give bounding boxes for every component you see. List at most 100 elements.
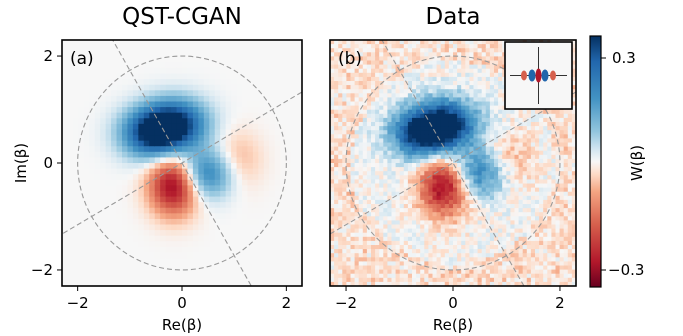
heatmap-cell — [481, 220, 487, 226]
heatmap-cell — [354, 273, 360, 279]
heatmap-cell — [473, 187, 479, 193]
heatmap-cell — [350, 109, 356, 115]
heatmap-cell — [209, 174, 216, 181]
heatmap-cell — [453, 216, 458, 221]
heatmap-cell — [252, 51, 259, 58]
heatmap-cell — [296, 67, 302, 75]
heatmap-cell — [220, 224, 227, 231]
heatmap-cell — [182, 269, 189, 276]
heatmap-cell — [518, 265, 524, 271]
heatmap-cell — [252, 218, 259, 226]
heatmap-cell — [387, 158, 393, 164]
heatmap-cell — [225, 263, 232, 270]
heatmap-cell — [518, 167, 524, 172]
heatmap-cell — [231, 174, 238, 181]
heatmap-cell — [465, 113, 470, 119]
heatmap-cell — [242, 252, 249, 259]
heatmap-cell — [391, 269, 397, 275]
heatmap-cell — [407, 195, 413, 201]
heatmap-cell — [247, 230, 254, 237]
heatmap-cell — [220, 163, 227, 170]
heatmap-cell — [448, 101, 454, 107]
heatmap-cell — [461, 89, 466, 94]
heatmap-cell — [362, 89, 368, 94]
heatmap-cell — [358, 60, 364, 66]
heatmap-cell — [236, 196, 243, 203]
heatmap-cell — [285, 51, 292, 58]
heatmap-cell — [62, 230, 69, 237]
heatmap-cell — [412, 199, 417, 205]
heatmap-cell — [176, 129, 183, 136]
heatmap-cell — [176, 56, 183, 63]
heatmap-cell — [291, 95, 298, 103]
heatmap-cell — [231, 107, 238, 114]
heatmap-cell — [387, 273, 393, 279]
heatmap-cell — [346, 158, 352, 164]
heatmap-cell — [198, 168, 205, 175]
heatmap-cell — [350, 249, 356, 254]
heatmap-cell — [407, 204, 413, 209]
heatmap-cell — [203, 45, 210, 52]
heatmap-cell — [89, 246, 96, 254]
heatmap-cell — [375, 277, 380, 283]
heatmap-cell — [494, 228, 499, 234]
heatmap-cell — [203, 246, 210, 254]
heatmap-cell — [375, 44, 380, 49]
heatmap-cell — [535, 126, 540, 131]
heatmap-cell — [122, 202, 129, 209]
heatmap-cell — [457, 261, 462, 267]
heatmap-cell — [366, 68, 372, 74]
heatmap-cell — [358, 175, 364, 180]
heatmap-cell — [149, 157, 156, 164]
heatmap-cell — [274, 112, 281, 119]
heatmap-cell — [67, 274, 74, 282]
heatmap-cell — [403, 281, 409, 286]
heatmap-cell — [274, 140, 281, 147]
heatmap-cell — [83, 118, 90, 125]
heatmap-cell — [461, 105, 466, 111]
heatmap-cell — [362, 56, 368, 62]
heatmap-cell — [100, 90, 107, 97]
heatmap-cell — [530, 216, 536, 221]
heatmap-cell — [530, 240, 536, 246]
heatmap-cell — [358, 150, 364, 156]
heatmap-cell — [407, 187, 413, 193]
heatmap-cell — [149, 51, 156, 58]
heatmap-cell — [481, 249, 487, 254]
heatmap-cell — [424, 134, 429, 139]
heatmap-cell — [432, 105, 438, 111]
heatmap-cell — [428, 150, 434, 156]
heatmap-cell — [100, 230, 107, 237]
heatmap-cell — [149, 84, 156, 91]
heatmap-cell — [395, 175, 401, 180]
heatmap-cell — [127, 123, 134, 131]
heatmap-cell — [192, 123, 199, 131]
heatmap-cell — [176, 252, 183, 259]
heatmap-cell — [375, 60, 380, 66]
heatmap-cell — [358, 126, 364, 131]
heatmap-cell — [535, 113, 540, 119]
heatmap-cell — [371, 277, 376, 283]
heatmap-cell — [395, 117, 401, 123]
heatmap-cell — [291, 246, 298, 254]
heatmap-cell — [481, 269, 487, 275]
heatmap-cell — [457, 150, 462, 156]
heatmap-cell — [171, 157, 178, 164]
heatmap-cell — [391, 281, 397, 286]
heatmap-cell — [502, 261, 507, 267]
heatmap-cell — [498, 113, 503, 119]
heatmap-cell — [436, 117, 442, 123]
heatmap-cell — [198, 246, 205, 254]
heatmap-cell — [465, 122, 470, 127]
heatmap-cell — [465, 163, 470, 168]
heatmap-cell — [198, 263, 205, 270]
heatmap-cell — [510, 163, 516, 168]
heatmap-cell — [522, 171, 528, 176]
heatmap-cell — [473, 85, 479, 90]
heatmap-cell — [432, 265, 438, 271]
heatmap-cell — [89, 207, 96, 214]
heatmap-cell — [330, 154, 335, 160]
heatmap-cell — [330, 245, 335, 250]
heatmap-cell — [236, 51, 243, 58]
heatmap-cell — [448, 64, 454, 70]
